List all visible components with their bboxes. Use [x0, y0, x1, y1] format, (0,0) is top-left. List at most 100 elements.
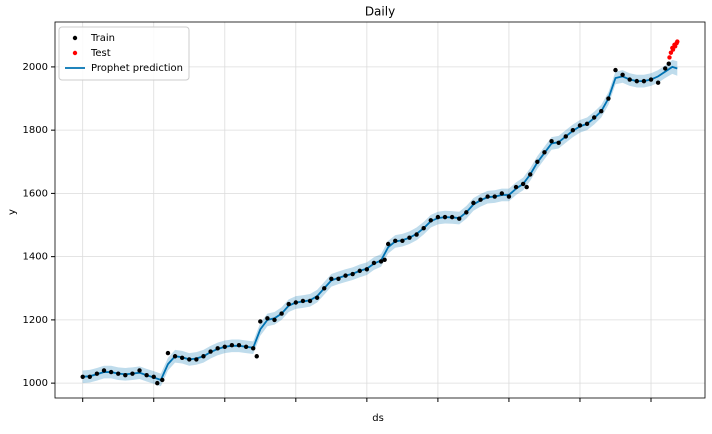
data-point	[172, 354, 178, 359]
data-point	[641, 78, 647, 84]
y-tick-label: 1600	[23, 188, 48, 199]
data-point	[94, 371, 100, 376]
data-point	[556, 140, 561, 146]
data-point	[101, 368, 107, 373]
data-point	[151, 374, 156, 380]
data-point	[286, 301, 291, 307]
data-point	[229, 342, 235, 348]
data-point	[675, 39, 680, 44]
data-point	[549, 139, 554, 144]
y-tick-label: 1200	[23, 315, 48, 326]
data-point	[201, 354, 206, 359]
data-point	[563, 134, 568, 139]
data-point	[236, 342, 242, 348]
legend-box	[58, 26, 190, 81]
data-point	[293, 300, 299, 305]
data-point	[144, 373, 149, 378]
legend-marker	[72, 50, 78, 56]
data-point	[670, 47, 676, 52]
data-point	[80, 374, 85, 380]
data-point	[513, 184, 519, 190]
data-point	[165, 350, 171, 356]
data-point	[279, 311, 284, 316]
data-point	[215, 346, 220, 351]
data-point	[137, 368, 142, 373]
data-point	[428, 218, 433, 223]
data-point	[343, 273, 348, 278]
data-point	[194, 357, 199, 362]
data-point	[393, 238, 398, 244]
data-point	[457, 216, 462, 221]
data-point	[414, 232, 419, 237]
data-point	[123, 373, 128, 378]
data-point	[627, 77, 632, 82]
legend-label: Test	[90, 48, 111, 59]
data-point	[667, 55, 672, 60]
data-point	[570, 127, 576, 133]
data-point	[478, 197, 483, 202]
data-point	[542, 150, 547, 155]
data-point	[577, 123, 583, 128]
data-point	[116, 371, 121, 376]
data-point	[613, 67, 618, 73]
data-point	[371, 260, 377, 266]
data-point	[591, 115, 597, 120]
data-point	[160, 377, 165, 383]
data-point	[108, 369, 114, 375]
data-point	[655, 80, 661, 85]
data-point	[87, 374, 93, 380]
y-tick-label: 1800	[23, 125, 48, 136]
data-point	[385, 241, 391, 247]
data-point	[648, 77, 654, 82]
data-point	[400, 238, 405, 244]
data-point	[272, 317, 277, 323]
data-point	[492, 194, 497, 199]
data-point	[506, 194, 512, 199]
data-point	[524, 184, 529, 190]
data-point	[336, 276, 341, 281]
data-point	[187, 357, 192, 362]
data-point	[130, 371, 135, 376]
data-point	[307, 298, 313, 304]
data-point	[520, 181, 526, 187]
y-axis-label: y	[7, 209, 18, 215]
y-tick-label: 2000	[23, 62, 48, 73]
data-point	[364, 267, 370, 272]
data-point	[407, 235, 412, 240]
data-point	[155, 380, 160, 386]
data-point	[357, 268, 362, 274]
data-point	[322, 286, 327, 291]
data-point	[382, 257, 387, 263]
data-point	[222, 344, 227, 349]
data-point	[471, 200, 476, 206]
data-point	[620, 72, 625, 78]
data-point	[663, 66, 668, 71]
data-point	[528, 172, 533, 177]
data-point	[421, 225, 426, 231]
chart-title: Daily	[365, 5, 395, 19]
data-point	[208, 349, 213, 354]
data-point	[464, 210, 469, 215]
data-point	[300, 298, 306, 304]
data-point	[378, 259, 384, 264]
data-point	[243, 344, 249, 349]
data-point	[435, 214, 441, 220]
y-tick-label: 1400	[23, 252, 48, 263]
data-point	[314, 295, 320, 300]
plot-frame	[54, 21, 706, 399]
data-point	[442, 214, 448, 220]
data-point	[666, 61, 671, 66]
legend-marker	[72, 35, 78, 41]
data-point	[668, 50, 674, 55]
data-point	[634, 78, 640, 84]
data-point	[254, 354, 259, 359]
x-axis-label: ds	[372, 413, 384, 424]
legend-label: Prophet prediction	[91, 63, 183, 74]
data-point	[485, 194, 490, 199]
data-point	[265, 316, 270, 321]
data-point	[258, 319, 263, 324]
data-point	[499, 191, 505, 196]
data-point	[179, 355, 185, 361]
data-point	[449, 214, 455, 220]
